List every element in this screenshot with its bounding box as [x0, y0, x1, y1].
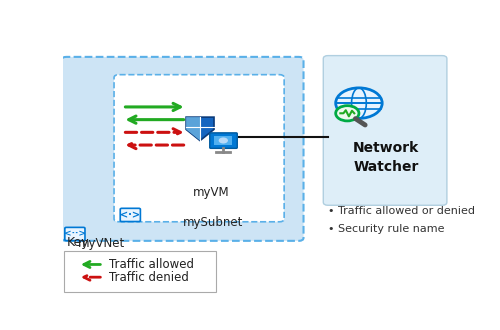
- Text: myVNet: myVNet: [78, 237, 125, 249]
- Circle shape: [218, 137, 228, 144]
- FancyBboxPatch shape: [64, 250, 216, 292]
- Text: Traffic allowed: Traffic allowed: [109, 258, 194, 271]
- FancyBboxPatch shape: [114, 75, 284, 222]
- FancyBboxPatch shape: [210, 133, 238, 148]
- FancyBboxPatch shape: [214, 136, 232, 145]
- Circle shape: [336, 88, 382, 118]
- Text: myVM: myVM: [194, 186, 230, 199]
- Text: <·>: <·>: [120, 210, 141, 220]
- FancyBboxPatch shape: [324, 56, 447, 205]
- Polygon shape: [186, 117, 214, 141]
- Text: <··>: <··>: [64, 229, 86, 239]
- Text: • Security rule name: • Security rule name: [328, 224, 444, 234]
- Text: Traffic denied: Traffic denied: [109, 271, 189, 284]
- Circle shape: [336, 106, 359, 121]
- FancyBboxPatch shape: [62, 57, 304, 241]
- Text: Network
Watcher: Network Watcher: [353, 141, 419, 174]
- Text: mySubnet: mySubnet: [182, 216, 243, 229]
- Text: • Traffic allowed or denied: • Traffic allowed or denied: [328, 206, 475, 216]
- FancyBboxPatch shape: [65, 227, 85, 241]
- FancyBboxPatch shape: [120, 208, 141, 221]
- Text: Key: Key: [67, 236, 90, 249]
- Polygon shape: [186, 117, 200, 141]
